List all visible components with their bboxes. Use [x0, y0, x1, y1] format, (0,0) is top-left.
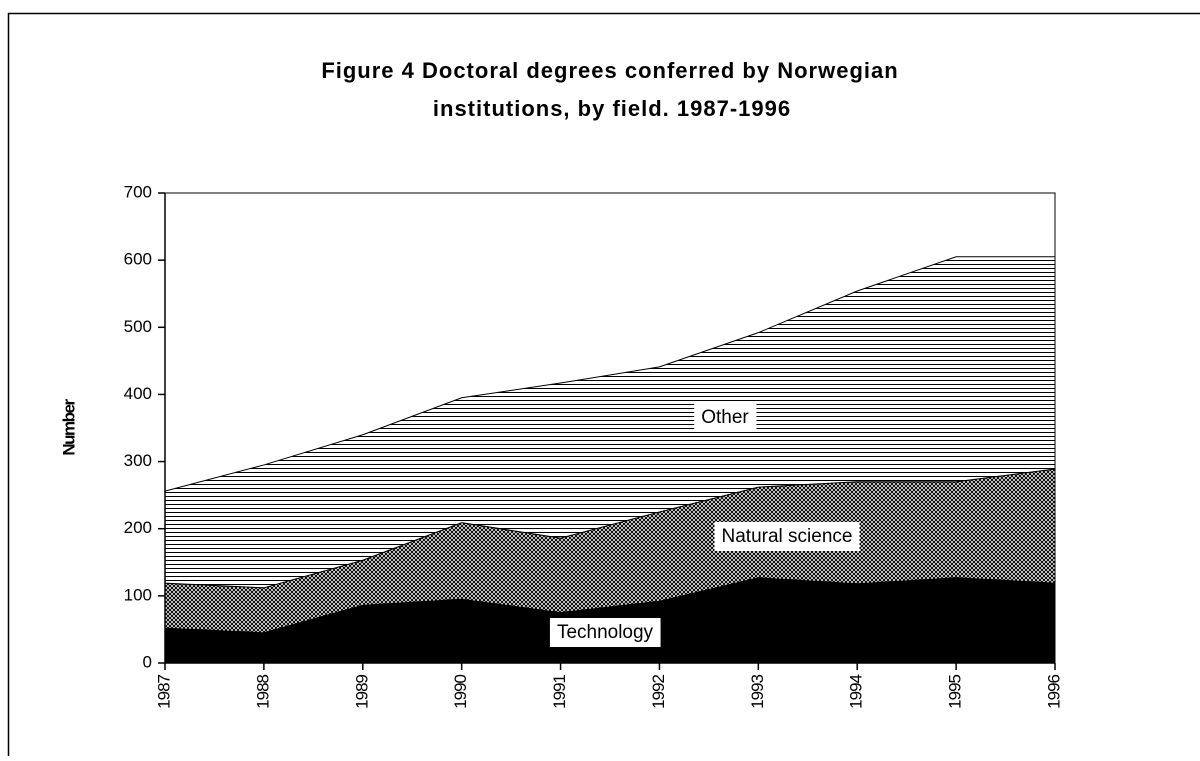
- y-tick-label: 300: [124, 451, 152, 470]
- y-tick-label: 500: [124, 317, 152, 336]
- x-tick-label: 1987: [154, 674, 173, 708]
- series-label: Natural science: [722, 526, 853, 547]
- chart-title: institutions, by field. 1987-1996: [433, 96, 791, 121]
- x-tick-label: 1991: [550, 674, 569, 708]
- x-tick-label: 1996: [1044, 674, 1063, 708]
- y-tick-label: 400: [124, 384, 152, 403]
- y-tick-label: 0: [143, 652, 152, 671]
- chart-title: Figure 4 Doctoral degrees conferred by N…: [321, 58, 898, 83]
- x-tick-label: 1993: [748, 674, 767, 708]
- x-tick-label: 1989: [352, 674, 371, 708]
- y-tick-label: 200: [124, 518, 152, 537]
- y-tick-label: 600: [124, 250, 152, 269]
- x-tick-label: 1995: [946, 674, 965, 708]
- x-tick-label: 1994: [847, 674, 866, 708]
- y-tick-label: 700: [124, 182, 152, 201]
- series-label: Other: [701, 407, 749, 428]
- x-tick-label: 1992: [649, 674, 668, 708]
- x-tick-label: 1988: [253, 674, 272, 708]
- x-tick-label: 1990: [451, 674, 470, 708]
- y-axis-label: Number: [59, 399, 78, 456]
- y-tick-label: 100: [124, 585, 152, 604]
- series-label: Technology: [557, 622, 654, 643]
